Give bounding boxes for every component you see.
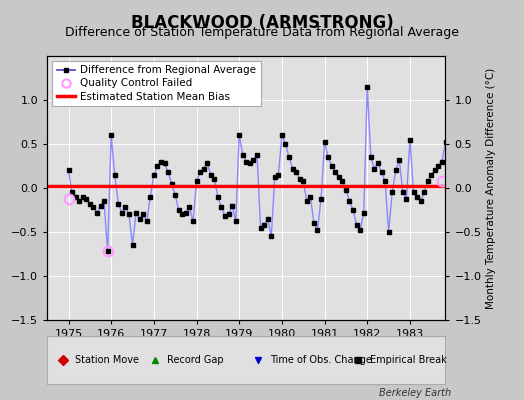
Text: Difference of Station Temperature Data from Regional Average: Difference of Station Temperature Data f… (65, 26, 459, 39)
Text: Record Gap: Record Gap (167, 355, 223, 365)
Text: Berkeley Earth: Berkeley Earth (378, 388, 451, 398)
Y-axis label: Monthly Temperature Anomaly Difference (°C): Monthly Temperature Anomaly Difference (… (486, 67, 496, 309)
Text: BLACKWOOD (ARMSTRONG): BLACKWOOD (ARMSTRONG) (130, 14, 394, 32)
Text: Empirical Break: Empirical Break (370, 355, 446, 365)
Text: Time of Obs. Change: Time of Obs. Change (270, 355, 372, 365)
Legend: Difference from Regional Average, Quality Control Failed, Estimated Station Mean: Difference from Regional Average, Qualit… (52, 61, 260, 106)
Text: Station Move: Station Move (75, 355, 139, 365)
